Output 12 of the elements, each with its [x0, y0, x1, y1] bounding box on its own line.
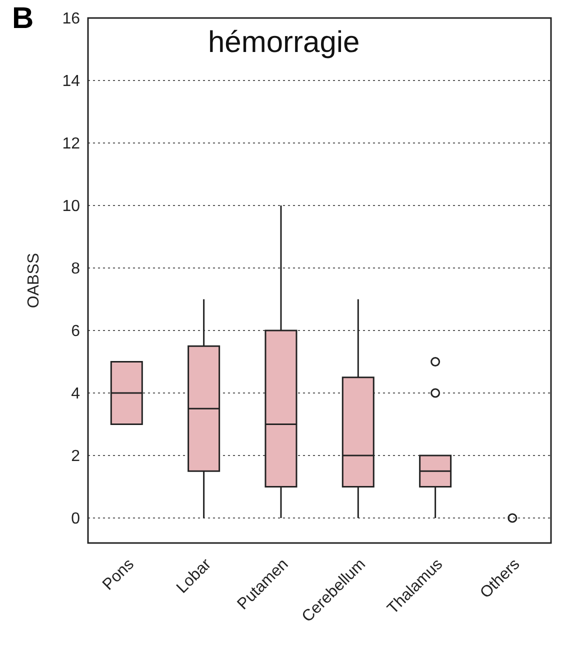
y-tick-label: 0 [71, 510, 80, 528]
y-tick-label: 6 [71, 323, 80, 340]
y-tick-label: 14 [62, 73, 80, 90]
y-tick-label: 12 [62, 136, 80, 153]
y-tick-label: 4 [71, 386, 80, 403]
chart-title: hémorragie [208, 26, 360, 60]
y-tick-label: 2 [71, 448, 80, 466]
y-tick-label: 8 [71, 260, 80, 278]
text: B [12, 2, 34, 36]
y-tick-label: 10 [62, 198, 80, 216]
y-tick-label: 16 [62, 10, 80, 28]
y-axis-title: OABSS [26, 252, 43, 308]
